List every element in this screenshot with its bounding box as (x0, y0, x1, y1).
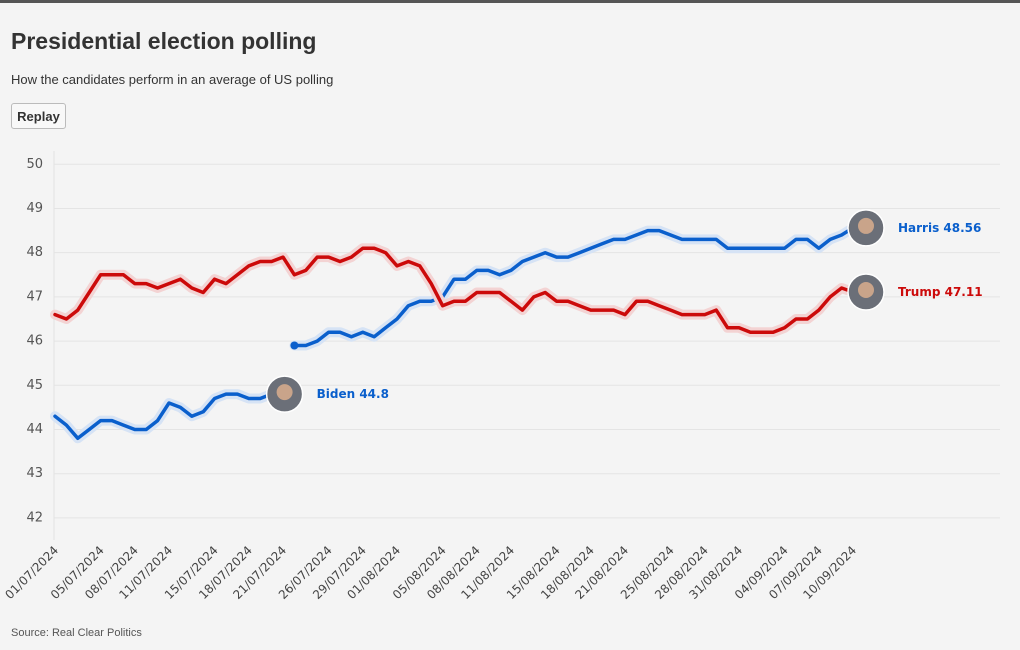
top-border (0, 0, 1020, 3)
candidate-value: 44.8 (359, 387, 389, 401)
series-start-dot (290, 341, 299, 350)
series-line (53, 392, 274, 441)
chart-title: Presidential election polling (11, 28, 317, 54)
y-tick-label: 49 (26, 201, 43, 216)
y-tick-label: 48 (26, 245, 43, 260)
y-tick-label: 46 (26, 334, 43, 349)
end-label: Biden 44.8 (317, 387, 389, 401)
y-tick-label: 47 (26, 289, 43, 304)
source-note: Source: Real Clear Politics (11, 627, 142, 639)
chart: 42434445464748495001/07/202405/07/202408… (2, 151, 1000, 602)
y-tick-label: 43 (26, 466, 43, 481)
chart-subtitle: How the candidates perform in an average… (11, 72, 334, 87)
y-tick-label: 50 (26, 157, 43, 172)
y-tick-label: 42 (26, 510, 43, 525)
candidate-value: 47.11 (945, 285, 983, 299)
avatar-face (858, 282, 874, 299)
y-tick-label: 44 (26, 422, 43, 437)
series-halo (50, 243, 858, 338)
y-tick-label: 45 (26, 378, 43, 393)
end-label: Harris 48.56 (898, 220, 981, 234)
candidate-name: Trump (898, 285, 941, 299)
candidate-name: Biden (317, 387, 356, 401)
replay-button[interactable]: Replay (11, 103, 66, 129)
series-line (53, 246, 855, 334)
avatar-face (858, 217, 874, 234)
candidate-name: Harris (898, 220, 939, 234)
candidate-value: 48.56 (943, 220, 981, 234)
end-label: Trump 47.11 (898, 285, 983, 299)
series-line (292, 226, 855, 348)
avatar-face (276, 384, 293, 401)
